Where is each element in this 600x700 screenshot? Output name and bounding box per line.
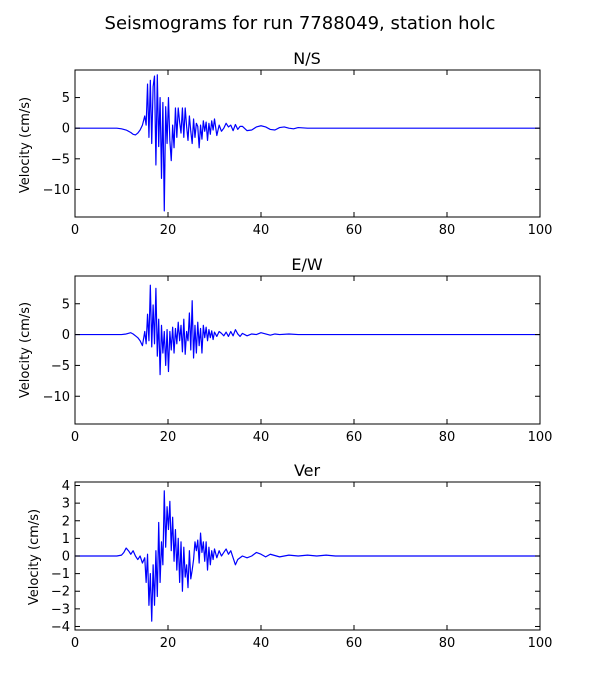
x-tick-label: 100 [528, 636, 553, 651]
x-tick-label: 100 [528, 430, 553, 445]
y-tick-label: −10 [43, 390, 70, 405]
y-tick-label: 0 [62, 550, 70, 565]
y-tick-label: 3 [62, 497, 70, 512]
x-tick-label: 60 [346, 636, 363, 651]
plot-frame [74, 69, 541, 218]
y-tick-label: 2 [62, 514, 70, 529]
x-tick-label: 60 [346, 430, 363, 445]
y-tick-label: −3 [51, 602, 70, 617]
series-line [75, 74, 540, 212]
y-axis-label: Velocity (cm/s) [18, 97, 33, 193]
figure-title: Seismograms for run 7788049, station hol… [105, 13, 496, 34]
y-axis-label: Velocity (cm/s) [27, 509, 42, 605]
x-tick-label: 0 [71, 636, 79, 651]
plot-frame [74, 275, 541, 425]
series-line [75, 490, 540, 622]
x-tick-label: 20 [160, 636, 177, 651]
x-tick-label: 0 [71, 430, 79, 445]
y-tick-label: −5 [51, 152, 70, 167]
x-tick-label: 60 [346, 223, 363, 238]
x-tick-label: 80 [439, 430, 456, 445]
subplot-title: N/S [293, 49, 321, 68]
y-tick-label: −10 [43, 183, 70, 198]
y-tick-label: −4 [51, 620, 70, 635]
y-tick-label: 5 [62, 91, 70, 106]
y-tick-label: −2 [51, 585, 70, 600]
x-tick-label: 100 [528, 223, 553, 238]
subplot-ver: Ver Velocity (cm/s) 0 20 40 60 80 100 4 3 2 1 0 −1 −… [27, 461, 552, 651]
subplot-title: E/W [291, 255, 323, 274]
y-tick-label: 0 [62, 122, 70, 137]
y-tick-label: −1 [51, 567, 70, 582]
y-tick-label: 5 [62, 297, 70, 312]
x-tick-label: 40 [253, 430, 270, 445]
x-tick-label: 40 [253, 223, 270, 238]
series-line [75, 284, 540, 376]
subplot-ns: N/S Velocity (cm/s) 0 20 40 60 80 100 5 0 −5 −10 [18, 49, 552, 238]
x-tick-label: 20 [160, 223, 177, 238]
x-tick-label: 0 [71, 223, 79, 238]
subplot-ew: E/W Velocity (cm/s) 0 20 40 60 80 100 5 0 −5 −10 [18, 255, 552, 445]
y-tick-label: −5 [51, 359, 70, 374]
y-axis-label: Velocity (cm/s) [18, 302, 33, 398]
y-tick-label: 4 [62, 479, 70, 494]
subplot-title: Ver [294, 461, 321, 480]
x-tick-label: 80 [439, 636, 456, 651]
x-tick-label: 80 [439, 223, 456, 238]
y-tick-label: 0 [62, 328, 70, 343]
x-tick-label: 40 [253, 636, 270, 651]
x-tick-label: 20 [160, 430, 177, 445]
y-tick-label: 1 [62, 532, 70, 547]
